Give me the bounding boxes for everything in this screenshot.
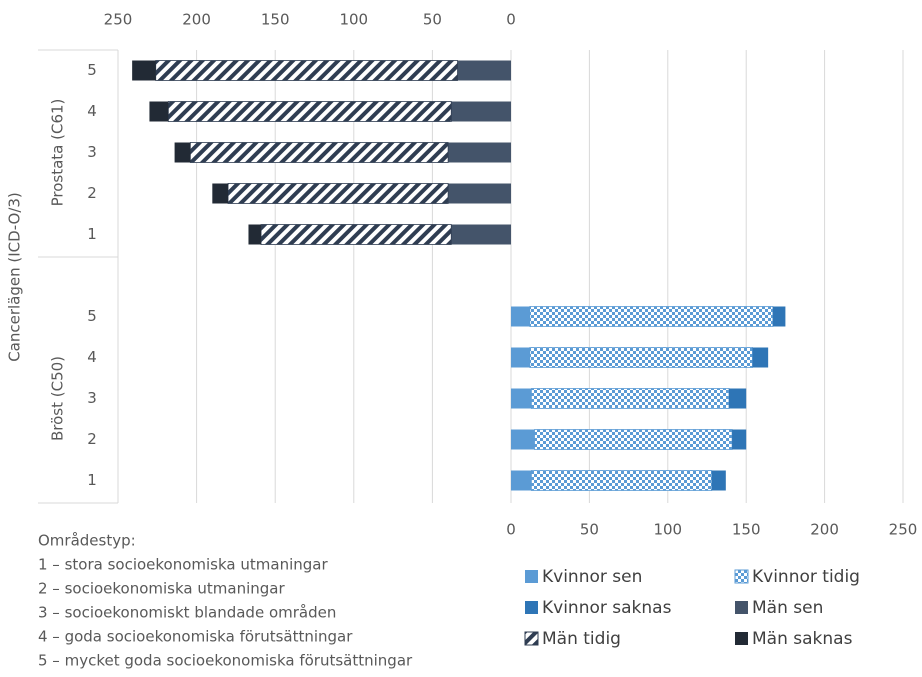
legend-swatch [735,601,748,614]
bar-segment [189,142,449,163]
group-label: Bröst (C50) [49,356,67,441]
bar-segment [534,429,733,450]
bar-segment [511,347,530,368]
legend-swatch [735,632,748,645]
bar-segment [451,224,511,245]
bar-segment [728,388,747,409]
category-label: 2 [87,184,97,202]
bar-segment [174,142,191,163]
x-tick-label: 250 [889,521,918,539]
legend-label: Kvinnor tidig [752,567,860,587]
x-tick-label: 50 [580,521,599,539]
bar-segment [248,224,262,245]
bar-segment [167,101,452,122]
x-tick-label: 100 [653,521,682,539]
bar-segment [451,101,511,122]
bar-segment [529,306,774,327]
x2-tick-label: 50 [423,11,442,29]
category-label: 2 [87,430,97,448]
category-label: 4 [87,348,97,366]
x-tick-label: 0 [506,521,516,539]
bar-segment [530,388,730,409]
legend-swatch [525,601,538,614]
legend-label: Män tidig [542,629,621,649]
category-label: 5 [87,61,97,79]
bar-segment [732,429,747,450]
bar-segment [448,183,511,204]
group-label: Prostata (C61) [49,99,67,207]
legend-swatch [734,569,749,584]
x-tick-label: 150 [732,521,761,539]
bar-segment [212,183,229,204]
bar-segment [772,306,786,327]
bar-segment [511,429,535,450]
bar-segment [457,60,511,81]
note: 1 – stora socioekonomiska utmaningar [38,556,328,574]
legend-swatch [525,570,538,583]
bar-segment [711,470,726,491]
bar-segment [511,470,532,491]
category-label: 3 [87,389,97,407]
bar-segment [227,183,449,204]
bar-segment [448,142,511,163]
bar-segment [529,347,753,368]
legend-swatch [524,631,539,646]
category-label: 5 [87,307,97,325]
note: 4 – goda socioekonomiska förutsättningar [38,628,353,646]
note: Områdestyp: [38,532,136,550]
x2-tick-label: 200 [182,11,211,29]
note: 2 – socioekonomiska utmaningar [38,580,285,598]
x2-tick-label: 0 [506,11,516,29]
bar-segment [511,306,530,327]
bar-segment [530,470,713,491]
x-tick-label: 200 [810,521,839,539]
category-label: 1 [87,225,97,243]
category-label: 3 [87,143,97,161]
note: 5 – mycket goda socioekonomiska förutsät… [38,652,413,670]
note: 3 – socioekonomiskt blandade områden [38,604,336,622]
bar-segment [752,347,769,368]
bar-segment [511,388,532,409]
x2-tick-label: 150 [261,11,290,29]
legend-label: Män saknas [752,629,853,649]
bar-segment [149,101,169,122]
legend-label: Män sen [752,598,823,618]
category-label: 4 [87,102,97,120]
bar-segment [155,60,458,81]
bar-segment [132,60,156,81]
x2-tick-label: 250 [104,11,133,29]
bar-segment [260,224,452,245]
x2-tick-label: 100 [339,11,368,29]
legend-label: Kvinnor sen [542,567,642,587]
y-axis-title: Cancerlägen (ICD-O/3) [6,192,24,362]
legend: Kvinnor sen Kvinnor tidig Kvinnor saknas Mä… [524,567,860,649]
category-label: 1 [87,471,97,489]
legend-label: Kvinnor saknas [542,598,672,618]
